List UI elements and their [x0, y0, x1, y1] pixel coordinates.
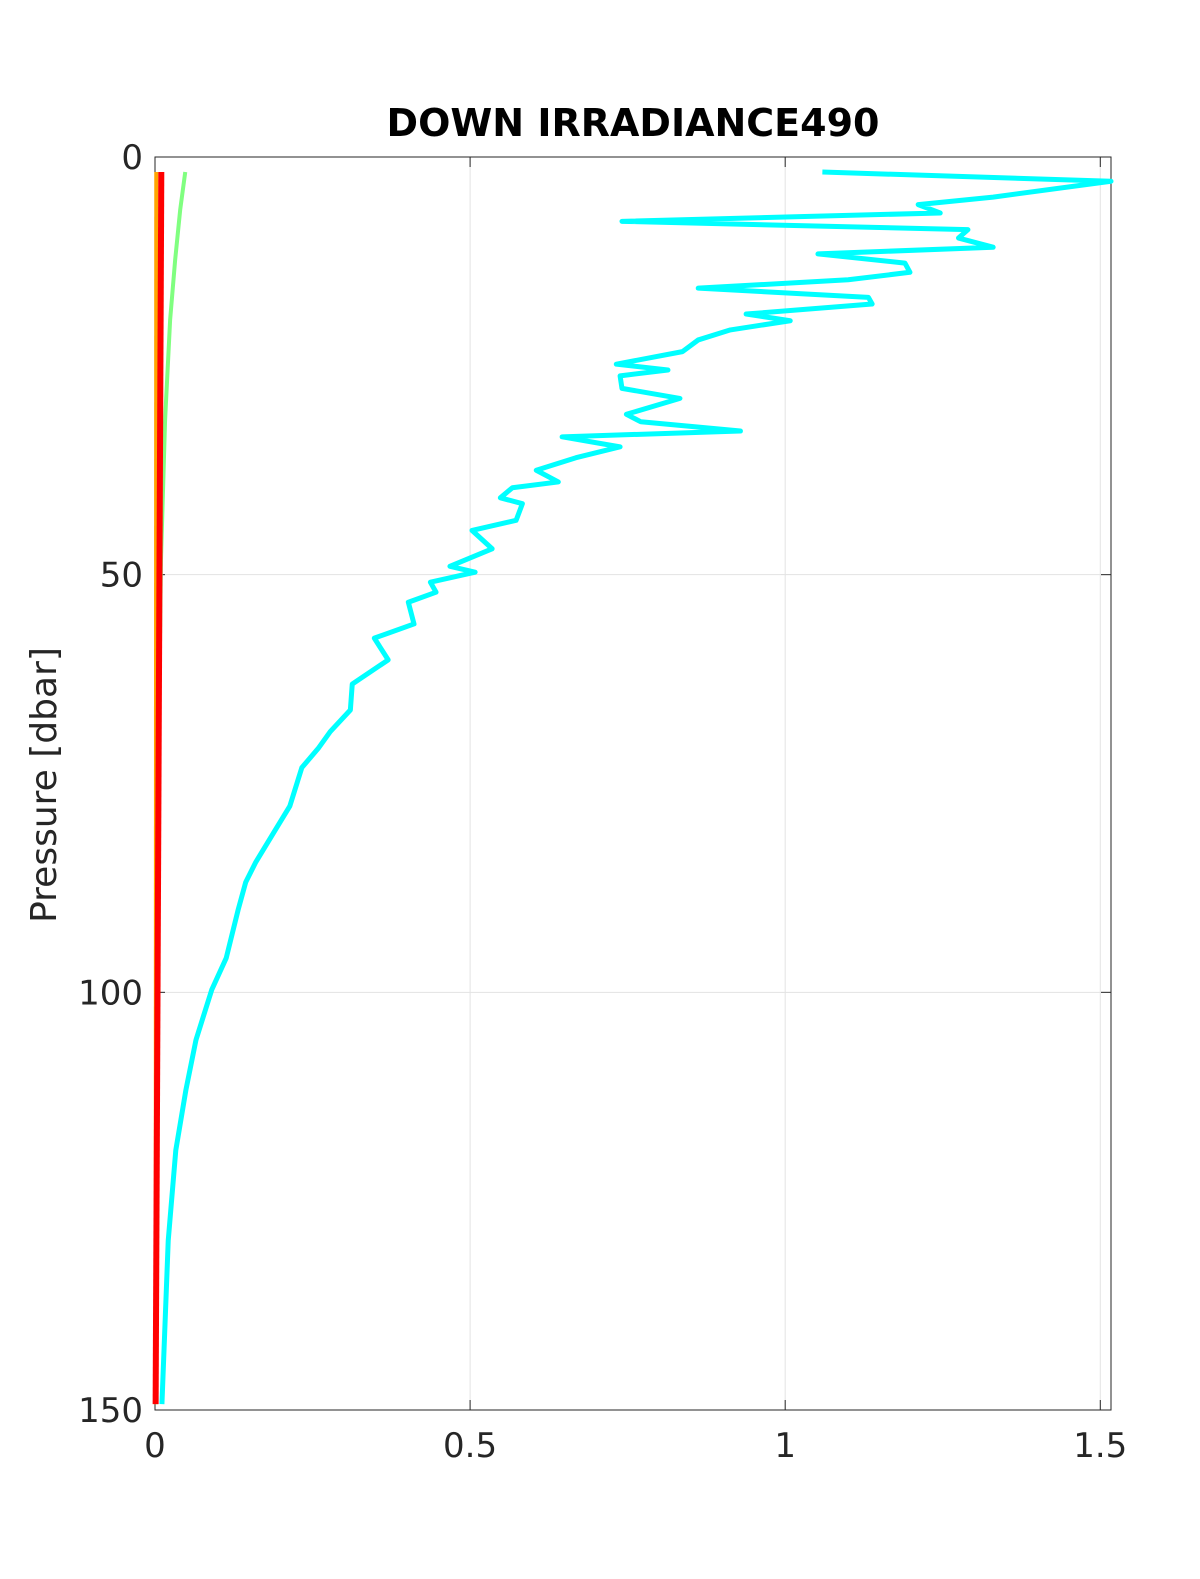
y-tick-label: 50: [100, 556, 143, 596]
y-axis-label: Pressure [dbar]: [24, 647, 65, 923]
x-tick-label: 1: [774, 1426, 796, 1466]
chart-title: DOWN IRRADIANCE490: [387, 101, 880, 145]
data-line: [152, 172, 165, 1405]
data-line: [159, 169, 1114, 1405]
y-tick-label: 100: [78, 973, 143, 1013]
x-tick-label: 0.5: [443, 1426, 497, 1466]
y-tick-label: 150: [78, 1391, 143, 1431]
y-tick-label: 0: [121, 138, 143, 178]
x-tick-label: 1.5: [1073, 1426, 1127, 1466]
x-tick-label: 0: [144, 1426, 166, 1466]
